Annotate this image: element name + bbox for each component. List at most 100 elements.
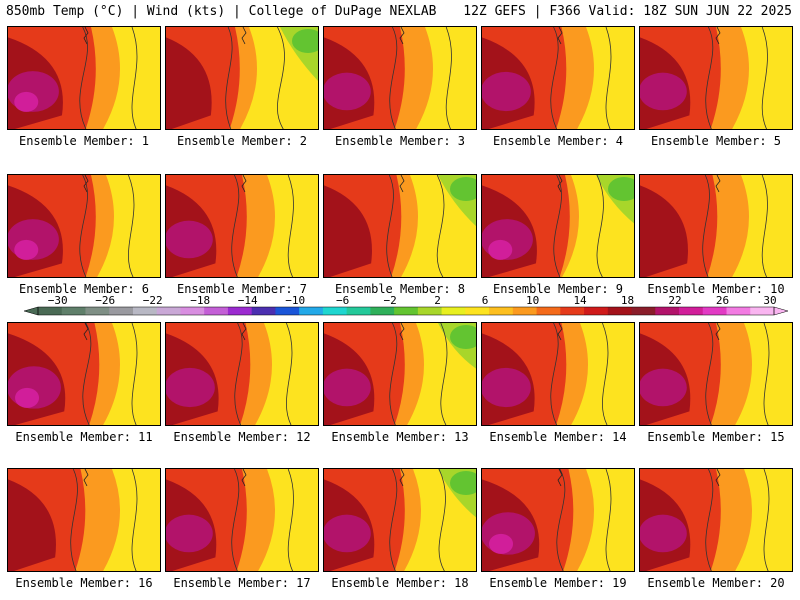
panel-caption-16: Ensemble Member: 16 <box>15 576 153 590</box>
panel-caption-13: Ensemble Member: 13 <box>331 430 469 444</box>
ensemble-panel-19 <box>481 468 635 572</box>
colorbar-swatch <box>251 307 276 315</box>
ensemble-panel-12 <box>165 322 319 426</box>
colorbar-tick-label: −22 <box>143 296 163 307</box>
colorbar-legend: −30−26−22−18−14−10−6−2261014182226303438… <box>23 296 789 316</box>
panel-caption-3: Ensemble Member: 3 <box>334 134 466 148</box>
ensemble-panel-14 <box>481 322 635 426</box>
colorbar-swatch <box>512 307 538 315</box>
panel-caption-17: Ensemble Member: 17 <box>173 576 311 590</box>
panel-caption-1: Ensemble Member: 1 <box>18 134 150 148</box>
colorbar-left-arrow <box>23 306 39 316</box>
colorbar-tick-label: −18 <box>190 296 210 307</box>
colorbar-swatch <box>750 307 775 315</box>
ensemble-panel-7 <box>165 174 319 278</box>
temperature-map-13 <box>324 323 476 425</box>
panel-caption-15: Ensemble Member: 15 <box>647 430 785 444</box>
temperature-map-15 <box>640 323 792 425</box>
temperature-map-19 <box>482 469 634 571</box>
temperature-map-8 <box>324 175 476 277</box>
panel-caption-19: Ensemble Member: 19 <box>489 576 627 590</box>
colorbar-swatch <box>85 307 110 315</box>
colorbar-swatch <box>655 307 680 315</box>
ensemble-panel-11 <box>7 322 161 426</box>
panel-caption-10: Ensemble Member: 10 <box>647 282 785 296</box>
ensemble-panel-20 <box>639 468 793 572</box>
colorbar-swatch <box>38 307 63 315</box>
panel-caption-7: Ensemble Member: 7 <box>176 282 308 296</box>
ensemble-panel-2 <box>165 26 319 130</box>
colorbar-tick-label: 6 <box>482 296 489 307</box>
colorbar-tick-label: 10 <box>526 296 539 307</box>
ensemble-panel-1 <box>7 26 161 130</box>
temperature-map-1 <box>8 27 160 129</box>
colorbar-swatch <box>227 307 253 315</box>
colorbar-swatch <box>679 307 704 315</box>
panel-caption-12: Ensemble Member: 12 <box>173 430 311 444</box>
panel-caption-18: Ensemble Member: 18 <box>331 576 469 590</box>
colorbar-swatch <box>441 307 466 315</box>
ensemble-panel-8 <box>323 174 477 278</box>
panel-caption-20: Ensemble Member: 20 <box>647 576 785 590</box>
panel-caption-8: Ensemble Member: 8 <box>334 282 466 296</box>
colorbar-tick-label: 18 <box>621 296 634 307</box>
panel-caption-11: Ensemble Member: 11 <box>15 430 153 444</box>
colorbar-swatch <box>346 307 371 315</box>
temperature-map-20 <box>640 469 792 571</box>
colorbar-swatch <box>370 307 395 315</box>
panel-caption-2: Ensemble Member: 2 <box>176 134 308 148</box>
colorbar-tick-label: 26 <box>716 296 729 307</box>
temperature-map-14 <box>482 323 634 425</box>
colorbar-tick-label: −26 <box>95 296 115 307</box>
colorbar-tick-label: 30 <box>763 296 776 307</box>
temperature-map-3 <box>324 27 476 129</box>
colorbar-swatch <box>560 307 585 315</box>
temperature-map-7 <box>166 175 318 277</box>
colorbar-swatch <box>702 307 728 315</box>
panel-caption-14: Ensemble Member: 14 <box>489 430 627 444</box>
temperature-map-2 <box>166 27 318 129</box>
panel-caption-6: Ensemble Member: 6 <box>18 282 150 296</box>
temperature-map-6 <box>8 175 160 277</box>
colorbar-swatch <box>322 307 348 315</box>
colorbar-tick-label: 14 <box>573 296 587 307</box>
ensemble-panel-3 <box>323 26 477 130</box>
ensemble-panel-9 <box>481 174 635 278</box>
colorbar-tick-label: −30 <box>48 296 68 307</box>
temperature-map-9 <box>482 175 634 277</box>
ensemble-panel-13 <box>323 322 477 426</box>
colorbar-tick-label: −2 <box>384 296 397 307</box>
temperature-map-16 <box>8 469 160 571</box>
colorbar-swatch <box>607 307 633 315</box>
colorbar-swatch <box>726 307 751 315</box>
ensemble-panel-15 <box>639 322 793 426</box>
colorbar-swatch <box>156 307 181 315</box>
ensemble-panel-5 <box>639 26 793 130</box>
temperature-map-11 <box>8 323 160 425</box>
colorbar-tick-label: −10 <box>285 296 305 307</box>
colorbar-swatch <box>275 307 300 315</box>
chart-title-left: 850mb Temp (°C) | Wind (kts) | College o… <box>6 4 437 19</box>
colorbar-tick-label: 22 <box>668 296 681 307</box>
ensemble-panel-18 <box>323 468 477 572</box>
panel-caption-9: Ensemble Member: 9 <box>492 282 624 296</box>
colorbar-tick-label: 2 <box>434 296 441 307</box>
ensemble-panel-17 <box>165 468 319 572</box>
colorbar-right-arrow <box>773 306 789 316</box>
temperature-map-10 <box>640 175 792 277</box>
colorbar-swatch <box>417 307 443 315</box>
colorbar-swatch <box>132 307 158 315</box>
colorbar-swatch <box>180 307 205 315</box>
temperature-map-12 <box>166 323 318 425</box>
colorbar-swatch <box>394 307 419 315</box>
colorbar-swatch <box>631 307 656 315</box>
ensemble-panel-16 <box>7 468 161 572</box>
colorbar-swatch <box>61 307 86 315</box>
colorbar-swatch <box>204 307 229 315</box>
colorbar-swatch <box>536 307 561 315</box>
colorbar-swatch <box>584 307 609 315</box>
colorbar-swatch <box>489 307 514 315</box>
colorbar-swatch <box>109 307 134 315</box>
ensemble-panel-6 <box>7 174 161 278</box>
panel-caption-4: Ensemble Member: 4 <box>492 134 624 148</box>
